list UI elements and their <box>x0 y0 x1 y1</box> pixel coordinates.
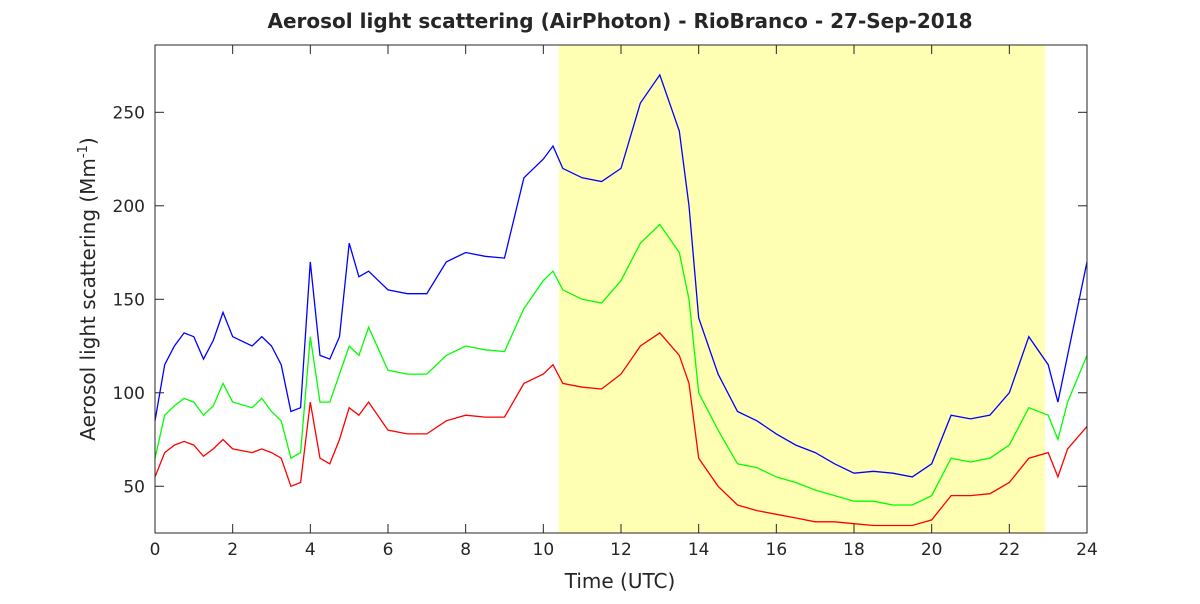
x-tick-label: 22 <box>999 540 1021 560</box>
x-tick-label: 18 <box>843 540 865 560</box>
y-axis-label-text: Aerosol light scattering (Mm <box>76 158 100 441</box>
x-tick-label: 2 <box>227 540 238 560</box>
x-tick-label: 10 <box>533 540 555 560</box>
x-tick-label: 14 <box>688 540 710 560</box>
shaded-region <box>558 45 1046 533</box>
y-tick-label: 150 <box>113 290 145 310</box>
y-tick-label: 100 <box>113 384 145 404</box>
y-tick-label: 250 <box>113 103 145 123</box>
data-line <box>154 332 1088 527</box>
y-tick-label: 200 <box>113 197 145 217</box>
data-line <box>154 223 1088 506</box>
x-axis-label: Time (UTC) <box>564 569 676 593</box>
x-tick-label: 12 <box>610 540 632 560</box>
y-axis-label-sup: -1 <box>76 145 91 158</box>
x-tick-label: 4 <box>305 540 316 560</box>
x-tick-label: 24 <box>1076 540 1098 560</box>
y-axis-label-close: ) <box>76 137 100 145</box>
x-tick-label: 0 <box>150 540 161 560</box>
chart-title: Aerosol light scattering (AirPhoton) - R… <box>268 9 973 33</box>
x-tick-label: 6 <box>383 540 394 560</box>
x-tick-label: 20 <box>921 540 943 560</box>
x-tick-label: 16 <box>766 540 788 560</box>
data-line <box>154 73 1088 478</box>
x-tick-label: 8 <box>460 540 471 560</box>
y-tick-label: 50 <box>123 477 145 497</box>
y-axis-label: Aerosol light scattering (Mm-1) <box>76 137 100 440</box>
